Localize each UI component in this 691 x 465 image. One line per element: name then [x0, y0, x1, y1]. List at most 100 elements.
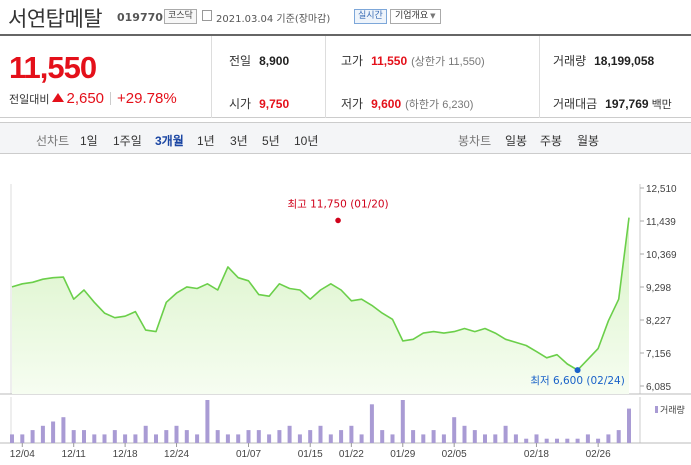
tab-monthly[interactable]: 월봉 — [577, 134, 600, 148]
y-tick-label: 7,156 — [646, 349, 671, 360]
tab-3m[interactable]: 3개월 — [155, 134, 184, 148]
volume-bar — [575, 438, 580, 443]
low-cell: 저가 9,600 (하한가 6,230) — [341, 95, 473, 112]
volume-bar — [472, 430, 477, 443]
volume-label: 거래량 — [553, 54, 587, 68]
stock-name: 서연탑메탈 — [8, 7, 103, 31]
volume-bar — [215, 430, 220, 443]
tab-5y[interactable]: 5년 — [262, 134, 280, 148]
volume-bar — [164, 430, 169, 443]
volume-bar — [92, 434, 97, 443]
min-label: 최저 6,600 (02/24) — [530, 375, 625, 387]
volume-bar — [287, 425, 292, 443]
x-tick-label: 02/05 — [442, 449, 467, 460]
volume-bar — [184, 430, 189, 443]
x-tick-label: 12/24 — [164, 449, 189, 460]
open-value: 9,750 — [259, 97, 290, 111]
volume-bar — [441, 434, 446, 443]
volume-bar — [544, 438, 549, 443]
x-tick-label: 02/26 — [586, 449, 611, 460]
price-summary: 11,550 전일대비 2,650 +29.78% 전일 8,900 시가 9,750 … — [0, 34, 691, 118]
volume-bar — [236, 434, 241, 443]
price-area-fill — [12, 217, 629, 394]
x-tick-label: 12/11 — [62, 449, 87, 460]
volume-bar — [277, 430, 282, 443]
volume-bar — [30, 430, 35, 443]
company-overview-dropdown[interactable]: 기업개요 ▼ — [390, 9, 441, 24]
volume-bar — [513, 434, 518, 443]
volume-bar — [225, 434, 230, 443]
volume-bar — [318, 425, 323, 443]
low-value: 9,600 — [371, 97, 402, 111]
volume-bar — [328, 434, 333, 443]
high-value: 11,550 — [371, 54, 408, 68]
change-label: 전일대비 — [9, 93, 50, 106]
volume-bar — [339, 430, 344, 443]
volume-bar — [246, 430, 251, 443]
tab-daily[interactable]: 일봉 — [505, 134, 528, 148]
amount-label: 거래대금 — [553, 97, 598, 111]
divider — [110, 92, 112, 105]
volume-bar — [143, 425, 148, 443]
y-tick-label: 9,298 — [646, 283, 671, 294]
current-price: 11,550 — [9, 50, 97, 85]
period-bar: 선차트 1일 1주일 3개월 1년 3년 5년 10년 봉차트 일봉 주봉 월봉 — [0, 122, 691, 154]
tab-1y[interactable]: 1년 — [197, 134, 215, 148]
volume-bar — [102, 434, 107, 443]
lower-limit: (하한가 6,230) — [405, 99, 474, 111]
low-label: 저가 — [341, 97, 364, 111]
volume-bar — [195, 434, 200, 443]
stock-header: 서연탑메탈 019770 코스닥 2021.03.04 기준(장마감) 실시간 … — [0, 0, 691, 34]
change-percent: +29.78% — [117, 90, 177, 107]
amount-unit: 백만 — [651, 99, 672, 111]
tab-3y[interactable]: 3년 — [230, 134, 248, 148]
tab-1d[interactable]: 1일 — [80, 134, 98, 148]
volume-bar — [627, 408, 631, 443]
y-tick-label: 10,369 — [646, 250, 677, 261]
volume-bar — [565, 438, 570, 443]
prev-close-value: 8,900 — [259, 54, 290, 68]
up-arrow-icon — [52, 93, 65, 102]
volume-bar — [462, 425, 467, 443]
volume-bar — [267, 434, 272, 443]
volume-bar — [369, 404, 374, 443]
volume-bar — [483, 434, 487, 443]
volume-bar — [133, 434, 138, 443]
volume-bar — [40, 425, 45, 443]
volume-bar — [390, 434, 395, 443]
volume-bar — [503, 425, 508, 443]
stock-code: 019770 — [117, 11, 163, 24]
tab-10y[interactable]: 10년 — [294, 134, 319, 148]
volume-bar — [606, 434, 611, 443]
min-marker — [574, 367, 581, 374]
x-tick-label: 01/29 — [390, 449, 415, 460]
current-price-panel: 11,550 전일대비 2,650 +29.78% — [0, 36, 212, 118]
volume-bar — [359, 434, 364, 443]
tab-weekly[interactable]: 주봉 — [540, 134, 563, 148]
volume-bar — [349, 425, 354, 443]
volume-bar — [20, 434, 25, 443]
volume-bar — [411, 430, 416, 443]
line-chart-label: 선차트 — [36, 134, 70, 148]
volume-bar — [112, 430, 117, 443]
x-tick-label: 01/22 — [339, 449, 364, 460]
volume-cell: 거래량 18,199,058 — [553, 52, 654, 69]
volume-bar — [524, 438, 529, 443]
x-tick-label: 12/04 — [10, 449, 35, 460]
tab-1w[interactable]: 1주일 — [113, 134, 142, 148]
divider — [325, 36, 326, 118]
volume-bar — [380, 430, 385, 443]
volume-bar — [174, 425, 179, 443]
x-tick-label: 02/18 — [524, 449, 549, 460]
x-tick-label: 01/07 — [236, 449, 261, 460]
volume-bar — [431, 430, 436, 443]
volume-bar — [534, 434, 539, 443]
open-label: 시가 — [229, 97, 252, 111]
volume-legend-swatch — [655, 406, 658, 413]
open-cell: 시가 9,750 — [229, 95, 289, 112]
volume-bar — [421, 434, 426, 443]
realtime-button[interactable]: 실시간 — [354, 9, 387, 24]
max-label: 최고 11,750 (01/20) — [287, 198, 388, 210]
market-badge: 코스닥 — [164, 9, 197, 24]
price-chart[interactable]: 12,510 11,439 10,369 9,298 8,227 7,156 6,085 거… — [0, 160, 691, 465]
